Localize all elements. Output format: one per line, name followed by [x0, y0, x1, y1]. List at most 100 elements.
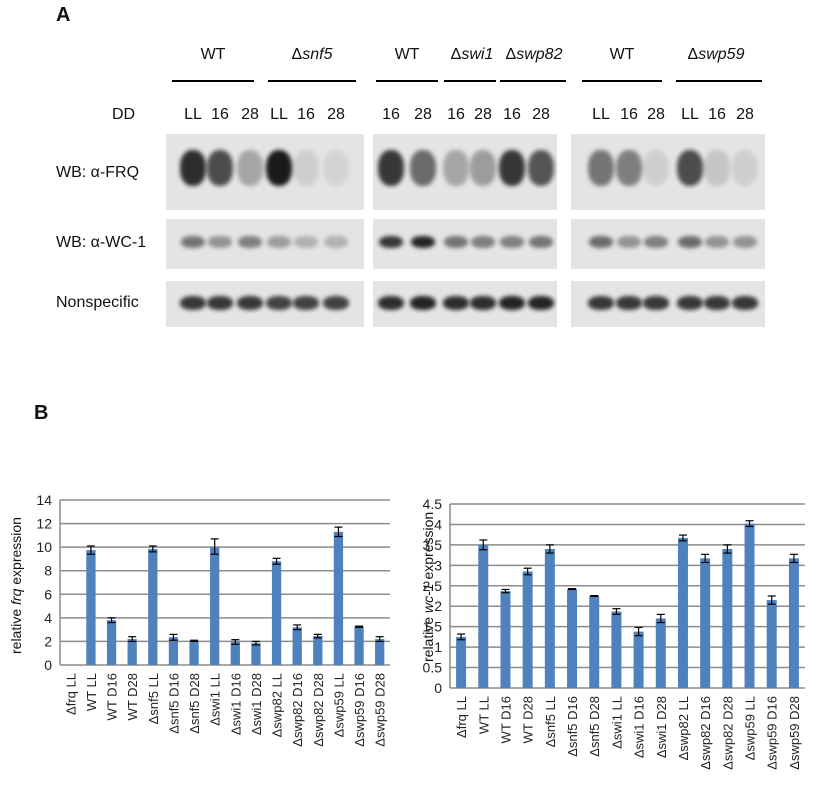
blot-band [378, 150, 404, 186]
x-category-label: Δswp59 D16 [352, 673, 367, 747]
blot-band [238, 236, 262, 248]
blot-band [528, 296, 554, 310]
genotype-label: WT [609, 46, 635, 63]
blot-band [677, 150, 703, 186]
x-category-label: WT LL [84, 673, 99, 711]
x-category-label: Δswi1 D28 [249, 673, 264, 735]
bar [788, 558, 799, 688]
genotype-underline [444, 80, 496, 82]
lane-label: 16 [503, 106, 521, 123]
lane-label: 28 [474, 106, 492, 123]
x-category-label: WT D16 [498, 696, 513, 743]
blot-band [324, 236, 348, 248]
bar [478, 544, 489, 688]
blot-band [379, 236, 403, 248]
x-category-label: Δsnf5 D28 [187, 673, 202, 734]
x-category-label: WT D28 [125, 673, 140, 720]
bar [544, 548, 555, 688]
blot-band [443, 150, 469, 186]
y-tick-label: 0 [44, 657, 52, 673]
y-tick-label: 14 [36, 492, 52, 508]
blot-band [266, 150, 292, 186]
row-label-nonspecific: Nonspecific [56, 294, 139, 311]
blot-band [266, 296, 292, 310]
blot-band [207, 150, 233, 186]
blot-band [237, 150, 263, 186]
blot-band [411, 236, 435, 248]
blot-band [378, 296, 404, 310]
x-category-label: Δswp59 LL [331, 673, 346, 737]
genotype-underline [376, 80, 438, 82]
blot-band [644, 236, 668, 248]
blot-band [732, 296, 758, 310]
bar [354, 626, 364, 665]
x-category-label: Δswp82 D16 [698, 696, 713, 770]
blot-band [293, 150, 319, 186]
blot-band [704, 296, 730, 310]
genotype-underline [582, 80, 662, 82]
lane-label: 16 [447, 106, 465, 123]
row-label-frq: WB: α-FRQ [56, 164, 140, 181]
x-category-label: Δswi1 D16 [632, 696, 647, 758]
blot-band [470, 296, 496, 310]
y-tick-label: 0 [434, 680, 442, 696]
bar [567, 589, 578, 688]
y-tick-label: 12 [36, 516, 52, 532]
bar [333, 531, 344, 665]
y-tick-label: 4.5 [423, 496, 443, 512]
bar [766, 600, 777, 688]
blot-band [208, 236, 232, 248]
lane-label: 16 [211, 106, 229, 123]
lane-label: 28 [414, 106, 432, 123]
x-category-label: Δsnf5 LL [146, 673, 161, 724]
blot-band [589, 236, 613, 248]
x-category-label: Δswp82 LL [270, 673, 285, 737]
blot-band [267, 236, 291, 248]
y-tick-label: 0.5 [423, 660, 443, 676]
bar [677, 537, 688, 688]
wc1-chart-svg: 0 0.5 1 1.5 2 2.5 3 3.5 4 4.5 Δfrq LL WT LL WT D16 WT… [423, 496, 805, 770]
panel-letter-b: B [34, 402, 49, 424]
bar [230, 642, 240, 665]
y-tick-label: 1.5 [423, 619, 443, 635]
genotype-label: Δswi1 [450, 46, 494, 63]
x-category-label: Δswp82 D28 [720, 696, 735, 770]
lane-label: LL [681, 106, 699, 123]
genotype-label: Δsnf5 [291, 46, 333, 63]
frq-chart-svg: 0 2 4 6 8 10 12 14 Δfrq LL WT LL WT D16 WT D28 Δsnf5… [36, 492, 390, 747]
y-tick-label: 6 [44, 586, 52, 602]
bar [86, 550, 96, 665]
blot-band [529, 236, 553, 248]
bar [106, 620, 117, 665]
bar [456, 636, 467, 688]
blot-band [443, 296, 469, 310]
blot-band [471, 236, 495, 248]
blot-band [643, 150, 669, 186]
blot-band [499, 296, 525, 310]
x-category-label: Δsnf5 D16 [565, 696, 580, 757]
bar [210, 546, 220, 665]
blot-band [678, 236, 702, 248]
blot-band [207, 296, 233, 310]
blot-band [704, 150, 730, 186]
lane-label: 28 [241, 106, 259, 123]
bar [722, 548, 733, 688]
genotype-underline [172, 80, 254, 82]
x-category-label: Δsnf5 D16 [166, 673, 181, 734]
x-category-label: WT D28 [521, 696, 536, 743]
lane-label: 28 [736, 106, 754, 123]
blot-band [617, 236, 641, 248]
x-category-label: Δswi1 D16 [228, 673, 243, 735]
bar [633, 631, 644, 688]
genotype-label: WT [394, 46, 420, 63]
lane-label: 28 [532, 106, 550, 123]
genotype-underline [268, 80, 356, 82]
x-category-label: Δfrq LL [454, 696, 469, 738]
x-category-label: Δswp59 D16 [765, 696, 780, 770]
blot-band [293, 296, 319, 310]
blot-band [499, 150, 525, 186]
blot-band [294, 236, 318, 248]
blot-band [410, 150, 436, 186]
blot-band [180, 150, 206, 186]
blot-band [323, 150, 349, 186]
